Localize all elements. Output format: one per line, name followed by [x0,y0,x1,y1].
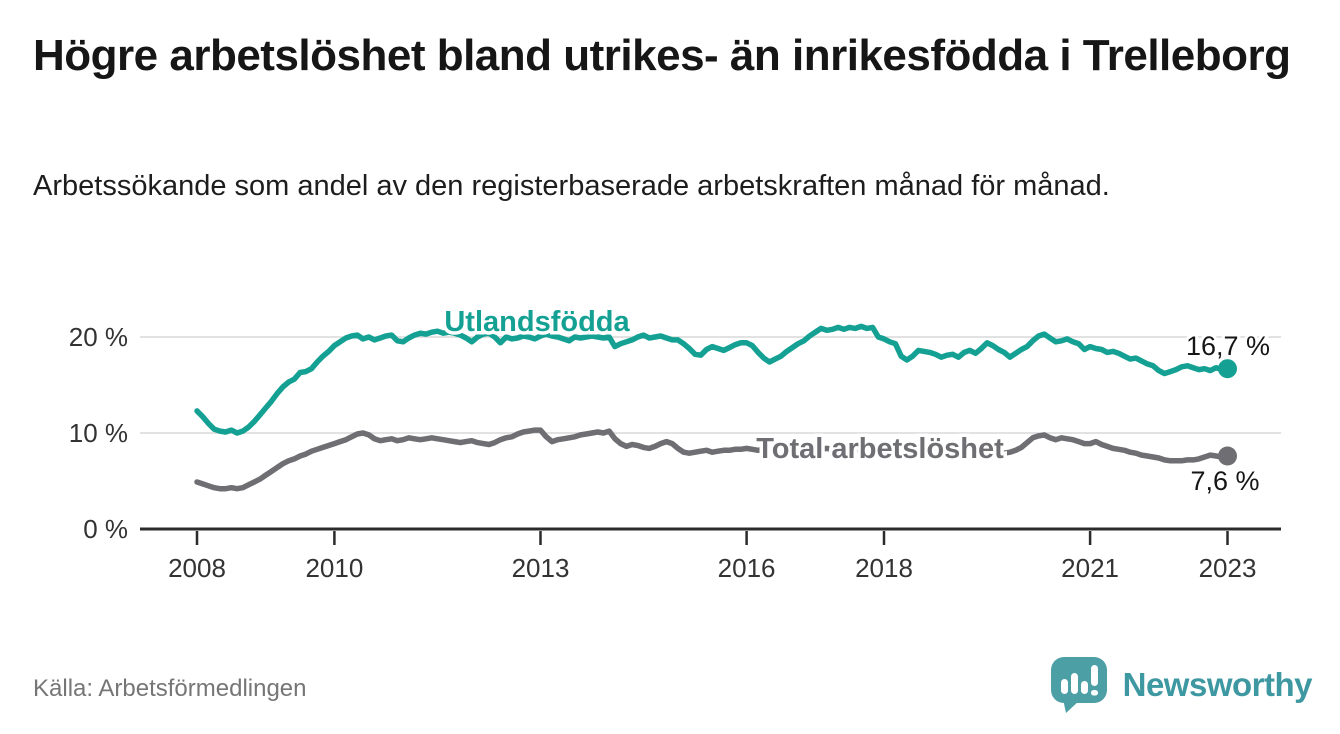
y-axis-label: 0 % [83,514,128,544]
series-value-label: 7,6 % [1190,466,1259,496]
x-axis-label: 2016 [718,553,776,583]
y-axis-label: 10 % [69,418,128,448]
series-label: Total arbetslöshet [756,433,1004,465]
series-line [194,323,1231,436]
series-line [194,427,1231,492]
x-axis-label: 2023 [1199,553,1257,583]
source-note: Källa: Arbetsförmedlingen [33,675,307,702]
series-value-label: 16,7 % [1186,331,1270,361]
page-subtitle: Arbetssökande som andel av den registerb… [33,170,1110,202]
x-axis-label: 2021 [1061,553,1119,583]
brand-name: Newsworthy [1122,666,1313,703]
page-title: Högre arbetslöshet bland utrikes- än inr… [33,31,1291,80]
series-end-dot [1218,359,1237,379]
speech-bubble-bar-chart-icon [1050,657,1107,713]
y-axis-label: 20 % [69,322,128,352]
series-label: Utlandsfödda [444,306,630,338]
brand-logo: Newsworthy [1049,655,1313,715]
x-axis-label: 2018 [855,553,913,583]
x-axis-label: 2013 [512,553,570,583]
series-end-dot [1218,446,1237,466]
x-axis-label: 2010 [305,553,363,583]
x-axis-label: 2008 [168,553,226,583]
